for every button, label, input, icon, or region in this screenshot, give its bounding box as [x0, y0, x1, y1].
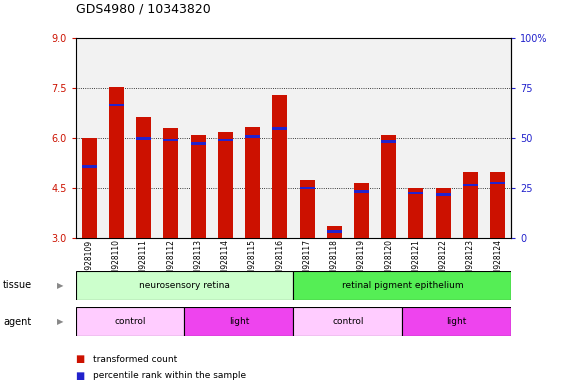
Bar	[490, 172, 505, 238]
Text: neurosensory retina: neurosensory retina	[139, 281, 230, 290]
Text: ▶: ▶	[58, 317, 64, 326]
Text: control: control	[332, 317, 364, 326]
Bar	[109, 87, 124, 238]
Text: control: control	[114, 317, 146, 326]
Bar	[185, 307, 293, 336]
Bar	[327, 230, 342, 233]
Bar	[272, 127, 287, 129]
Text: transformed count: transformed count	[93, 354, 177, 364]
Bar	[163, 128, 178, 238]
Bar	[76, 271, 293, 300]
Bar	[293, 307, 402, 336]
Bar	[381, 135, 396, 238]
Text: light: light	[229, 317, 249, 326]
Bar	[463, 172, 478, 238]
Text: ■: ■	[76, 354, 85, 364]
Bar	[381, 140, 396, 143]
Bar	[327, 227, 342, 238]
Text: agent: agent	[3, 316, 31, 327]
Bar	[293, 271, 511, 300]
Bar	[82, 138, 96, 238]
Bar	[245, 135, 260, 138]
Text: tissue: tissue	[3, 280, 32, 290]
Bar	[436, 194, 451, 196]
Bar	[490, 182, 505, 184]
Bar	[218, 139, 233, 141]
Text: light: light	[447, 317, 467, 326]
Bar	[300, 187, 314, 189]
Bar	[402, 307, 511, 336]
Bar	[82, 165, 96, 168]
Bar	[136, 117, 151, 238]
Bar	[109, 104, 124, 106]
Bar	[354, 190, 369, 193]
Text: ■: ■	[76, 371, 85, 381]
Bar	[218, 132, 233, 238]
Bar	[136, 137, 151, 139]
Bar	[191, 135, 206, 238]
Text: retinal pigment epithelium: retinal pigment epithelium	[342, 281, 463, 290]
Bar	[191, 142, 206, 144]
Text: ▶: ▶	[58, 281, 64, 290]
Bar	[272, 95, 287, 238]
Bar	[463, 184, 478, 186]
Bar	[408, 192, 424, 194]
Bar	[76, 307, 185, 336]
Bar	[436, 188, 451, 238]
Bar	[408, 188, 424, 238]
Bar	[354, 183, 369, 238]
Text: GDS4980 / 10343820: GDS4980 / 10343820	[76, 2, 210, 15]
Bar	[163, 139, 178, 141]
Bar	[300, 180, 314, 238]
Text: percentile rank within the sample: percentile rank within the sample	[93, 371, 246, 380]
Bar	[245, 127, 260, 238]
